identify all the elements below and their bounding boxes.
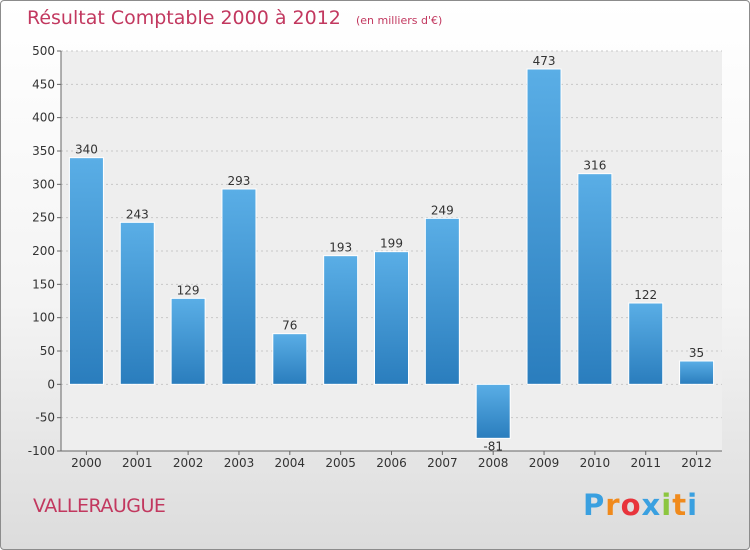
y-tick-label: 400 — [32, 111, 55, 125]
x-tick-label: 2004 — [275, 456, 306, 470]
x-tick-label: 2002 — [173, 456, 204, 470]
bar-2012 — [679, 360, 715, 385]
y-tick-label: 300 — [32, 177, 55, 191]
x-tick-label: 2009 — [529, 456, 560, 470]
value-label: 35 — [689, 346, 704, 360]
x-tick-label: 2007 — [427, 456, 458, 470]
location-label: VALLERAUGUE — [33, 495, 166, 517]
value-label: 199 — [380, 237, 403, 251]
y-tick-label: 200 — [32, 244, 55, 258]
value-label: -81 — [483, 439, 503, 453]
value-label: 473 — [533, 54, 556, 68]
bar-2003 — [221, 188, 257, 385]
value-label: 193 — [329, 241, 352, 255]
logo-letter: o — [620, 488, 642, 522]
value-label: 122 — [634, 288, 657, 302]
bar-2002 — [170, 297, 206, 385]
x-tick-label: 2006 — [376, 456, 407, 470]
bar-2008 — [475, 383, 511, 439]
logo-letter: t — [672, 488, 688, 522]
logo-letter: r — [605, 488, 621, 522]
logo-letter: i — [661, 488, 673, 522]
x-tick-label: 2000 — [71, 456, 102, 470]
proxiti-logo: Proxiti — [583, 488, 698, 522]
y-tick-label: 50 — [40, 344, 55, 358]
bar-2004 — [272, 333, 308, 385]
y-tick-label: 250 — [32, 211, 55, 225]
x-tick-label: 2011 — [630, 456, 661, 470]
logo-letter: i — [687, 488, 699, 522]
y-tick-label: 0 — [47, 377, 55, 391]
y-tick-label: 350 — [32, 144, 55, 158]
x-tick-label: 2005 — [325, 456, 356, 470]
y-tick-label: 450 — [32, 77, 55, 91]
logo-letter: P — [583, 488, 606, 522]
bar-2011 — [628, 302, 664, 385]
x-tick-label: 2003 — [224, 456, 255, 470]
value-label: 249 — [431, 203, 454, 217]
value-label: 243 — [126, 207, 149, 221]
x-tick-label: 2008 — [478, 456, 509, 470]
bar-2010 — [577, 173, 613, 385]
bar-2005 — [323, 255, 359, 385]
bar-2006 — [374, 251, 409, 385]
x-tick-label: 2001 — [122, 456, 153, 470]
value-label: 293 — [228, 174, 251, 188]
value-label: 129 — [177, 283, 200, 297]
y-tick-label: 100 — [32, 311, 55, 325]
chart-subtitle: (en milliers d'€) — [355, 14, 443, 27]
value-label: 316 — [583, 159, 606, 173]
y-tick-label: -100 — [28, 444, 55, 458]
x-tick-label: 2012 — [681, 456, 712, 470]
chart-title: Résultat Comptable 2000 à 2012 — [27, 7, 341, 29]
y-tick-label: -50 — [35, 411, 55, 425]
y-tick-label: 500 — [32, 44, 55, 58]
value-label: 76 — [282, 319, 297, 333]
bar-2001 — [119, 221, 155, 385]
bar-2007 — [424, 217, 460, 385]
x-tick-label: 2010 — [580, 456, 611, 470]
bar-2009 — [526, 68, 562, 385]
value-label: 340 — [75, 143, 98, 157]
y-tick-label: 150 — [32, 277, 55, 291]
title-row: Résultat Comptable 2000 à 2012 (en milli… — [27, 7, 442, 29]
bar-2000 — [68, 157, 104, 385]
logo-letter: x — [641, 488, 662, 522]
